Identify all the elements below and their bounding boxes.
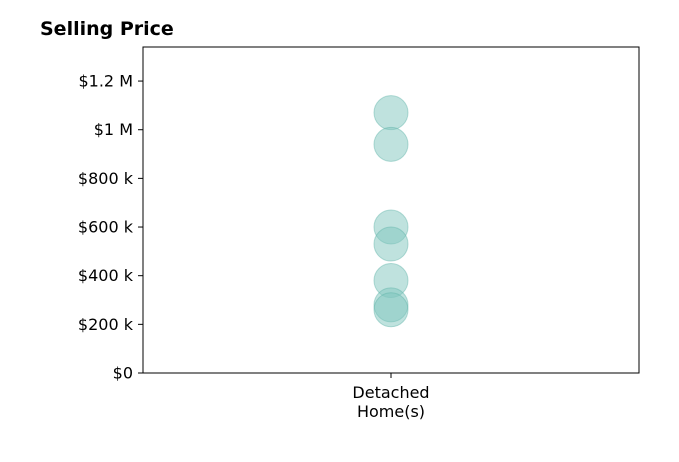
y-tick-label: $1 M (94, 120, 133, 139)
y-tick-label: $600 k (78, 218, 134, 237)
x-axis: Detached Home(s) (352, 373, 430, 421)
y-tick-label: $400 k (78, 266, 134, 285)
data-point (373, 95, 409, 131)
plot-marks (373, 95, 409, 328)
y-tick-label: $1.2 M (78, 72, 133, 91)
y-tick-label: $0 (113, 364, 133, 383)
x-tick-label: Detached Home(s) (352, 383, 429, 421)
y-axis: $0 $200 k $400 k $600 k $800 k $1 M $1.2 M (78, 72, 143, 383)
y-tick-label: $200 k (78, 315, 134, 334)
data-point (373, 292, 409, 328)
data-point (373, 126, 409, 162)
data-point (373, 226, 409, 262)
y-tick-label: $800 k (78, 169, 134, 188)
chart-title: Selling Price (40, 18, 174, 40)
